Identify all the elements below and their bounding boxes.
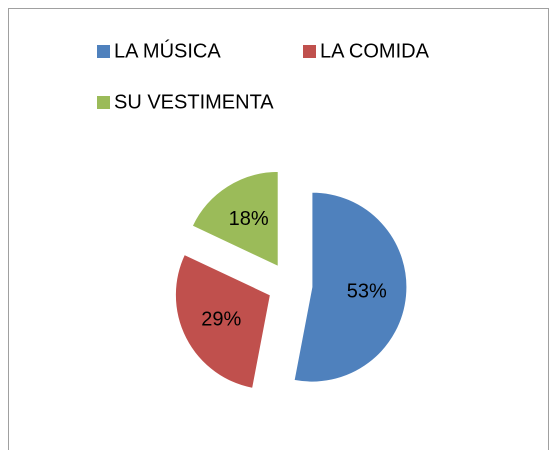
data-label: 29% — [201, 308, 241, 330]
legend-label: LA COMIDA — [320, 40, 430, 62]
legend-swatch — [97, 45, 110, 58]
legend-swatch — [97, 96, 110, 109]
data-label: 18% — [229, 208, 269, 230]
pie-slice — [174, 253, 271, 389]
pie-slice — [191, 170, 279, 268]
legend-label: LA MÚSICA — [114, 39, 221, 62]
data-label: 53% — [347, 281, 387, 303]
legend-swatch — [303, 45, 316, 58]
legend-label: SU VESTIMENTA — [114, 91, 274, 113]
pie-slice — [293, 191, 408, 383]
chart-border — [8, 8, 549, 450]
